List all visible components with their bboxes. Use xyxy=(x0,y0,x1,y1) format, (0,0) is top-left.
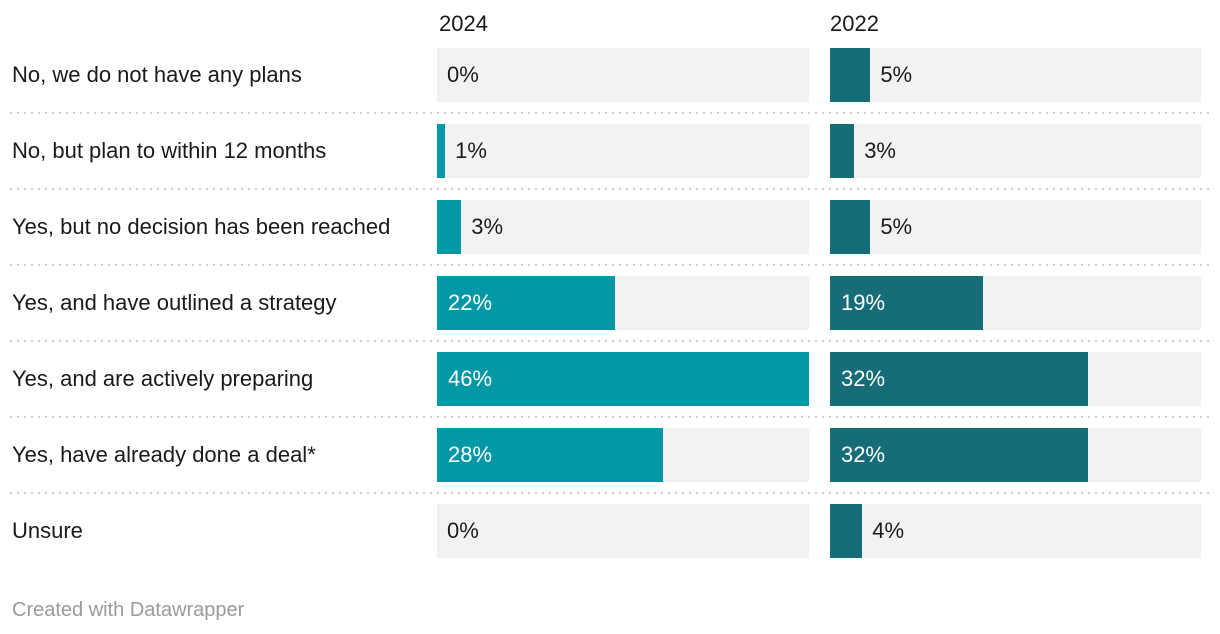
row: Yes, and are actively preparing 46% 32% xyxy=(10,340,1213,417)
column-headers: 2024 2022 xyxy=(10,0,1213,37)
category-label: Unsure xyxy=(12,518,83,543)
column-header-2024: 2024 xyxy=(439,11,488,36)
bar-value-label: 46% xyxy=(448,366,493,391)
bar-track: 32% xyxy=(830,352,1201,406)
bar-track: 1% xyxy=(437,124,809,178)
category-label: Yes, but no decision has been reached xyxy=(12,214,391,239)
bar-value-label: 32% xyxy=(841,366,886,391)
row: Unsure 0% 4% xyxy=(10,492,1213,569)
bar-value-label: 1% xyxy=(455,138,487,163)
bar-fill xyxy=(437,124,446,178)
row: No, but plan to within 12 months 1% 3% xyxy=(10,112,1213,189)
bar-track: 19% xyxy=(830,276,1201,330)
row: No, we do not have any plans 0% 5% xyxy=(10,37,1213,113)
bar-track: 0% xyxy=(437,504,809,558)
bar-track: 22% xyxy=(437,276,809,330)
bar-fill xyxy=(830,504,863,558)
bar-fill xyxy=(830,352,1089,406)
bar-value-label: 5% xyxy=(880,62,913,87)
rows: No, we do not have any plans 0% 5% No, b… xyxy=(10,37,1213,569)
label-column-spacer xyxy=(10,11,437,37)
row: Yes, have already done a deal* 28% 32% xyxy=(10,416,1213,493)
datawrapper-attribution[interactable]: Created with Datawrapper xyxy=(12,599,245,621)
category-label: No, we do not have any plans xyxy=(12,62,302,87)
bar-track: 32% xyxy=(830,428,1201,482)
bar-value-label: 32% xyxy=(841,442,886,467)
bar-fill xyxy=(437,428,664,482)
bar-track: 0% xyxy=(437,48,809,102)
split-bar-chart: 2024 2022 No, we do not have any plans 0… xyxy=(10,0,1213,622)
bar-track: 5% xyxy=(830,200,1201,254)
bar-value-label: 28% xyxy=(448,442,493,467)
bar-fill xyxy=(830,48,871,102)
footer: Created with Datawrapper xyxy=(10,599,1213,622)
bar-value-label: 4% xyxy=(872,518,905,543)
category-label: Yes, and have outlined a strategy xyxy=(12,290,337,315)
bar-value-label: 22% xyxy=(448,290,493,315)
bar-value-label: 19% xyxy=(841,290,886,315)
bar-fill xyxy=(437,200,462,254)
bar-value-label: 3% xyxy=(864,138,896,163)
bar-track: 5% xyxy=(830,48,1201,102)
category-label: Yes, and are actively preparing xyxy=(12,366,314,391)
category-label: Yes, have already done a deal* xyxy=(12,442,316,467)
bar-value-label: 0% xyxy=(447,62,479,87)
category-label: No, but plan to within 12 months xyxy=(12,138,327,163)
bar-value-label: 0% xyxy=(447,518,479,543)
bar-track: 46% xyxy=(437,352,809,406)
bar-fill xyxy=(830,124,855,178)
bar-track: 3% xyxy=(437,200,809,254)
bar-fill xyxy=(437,352,809,406)
bar-track: 28% xyxy=(437,428,809,482)
bar-fill xyxy=(830,276,984,330)
column-header-2022: 2022 xyxy=(830,11,879,36)
bar-value-label: 5% xyxy=(880,214,913,239)
bar-value-label: 3% xyxy=(471,214,504,239)
bar-track: 3% xyxy=(830,124,1201,178)
row: Yes, but no decision has been reached 3%… xyxy=(10,188,1213,265)
bar-track: 4% xyxy=(830,504,1201,558)
row: Yes, and have outlined a strategy 22% 19… xyxy=(10,264,1213,341)
bar-fill xyxy=(830,200,871,254)
bar-fill xyxy=(830,428,1089,482)
bar-fill xyxy=(437,276,615,330)
